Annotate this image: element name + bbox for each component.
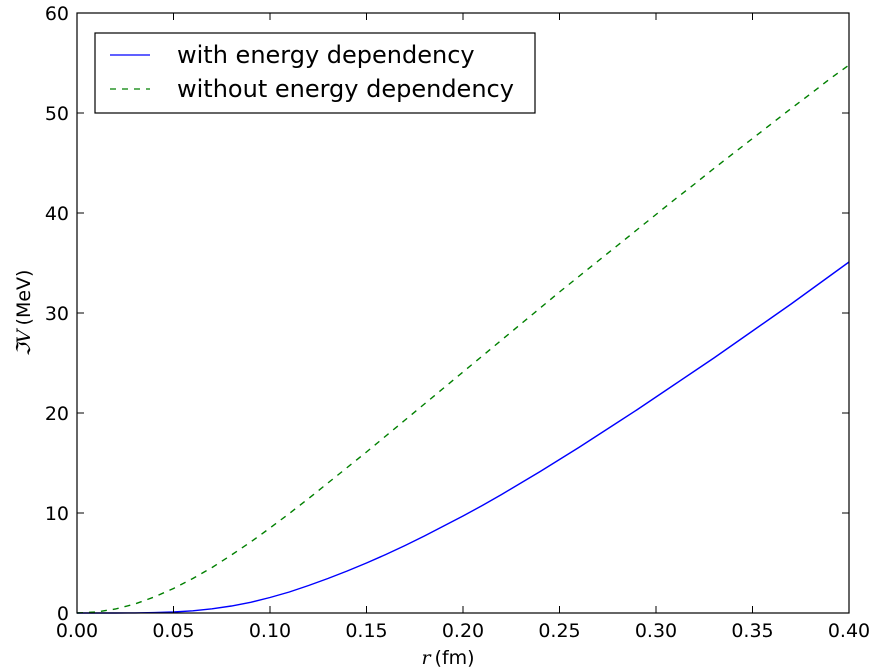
x-tick-label: 0.35 <box>731 620 773 642</box>
legend: with energy dependency without energy de… <box>94 32 536 114</box>
y-tick-label: 40 <box>45 203 69 225</box>
y-tick-label: 10 <box>45 503 69 525</box>
x-tick-label: 0.30 <box>635 620 677 642</box>
y-tick-label: 50 <box>45 103 69 125</box>
y-tick-label: 20 <box>45 403 69 425</box>
legend-box <box>94 32 536 114</box>
x-tick-label: 0.40 <box>828 620 870 642</box>
x-axis-unit: (fm) <box>435 647 475 668</box>
x-tick-label: 0.15 <box>345 620 387 642</box>
y-tick-label: 30 <box>45 303 69 325</box>
y-axis-unit: (MeV) <box>13 270 35 326</box>
series-line-with-energy <box>77 261 850 614</box>
x-tick-label: 0.05 <box>152 620 194 642</box>
x-axis-label: r (fm) <box>421 647 474 668</box>
x-tick-label: 0.10 <box>249 620 291 642</box>
series-line-without-energy <box>76 64 850 614</box>
y-tick-label: 0 <box>57 603 69 625</box>
legend-label-without-energy: without energy dependency <box>177 75 514 103</box>
legend-label-with-energy: with energy dependency <box>177 41 475 69</box>
tick-labels: 0.00 0.05 0.10 0.15 0.20 0.25 0.30 0.35 0.40 0 10 2… <box>45 3 870 642</box>
x-tick-label: 0.20 <box>442 620 484 642</box>
y-axis-variable: ℑV <box>13 327 35 356</box>
x-axis-variable: r <box>421 647 432 668</box>
y-axis-label: ℑV(MeV) <box>13 270 35 357</box>
y-tick-label: 60 <box>45 3 69 25</box>
x-tick-label: 0.00 <box>56 620 98 642</box>
ticks <box>76 12 850 614</box>
x-tick-label: 0.25 <box>538 620 580 642</box>
plot-lines <box>76 64 850 614</box>
